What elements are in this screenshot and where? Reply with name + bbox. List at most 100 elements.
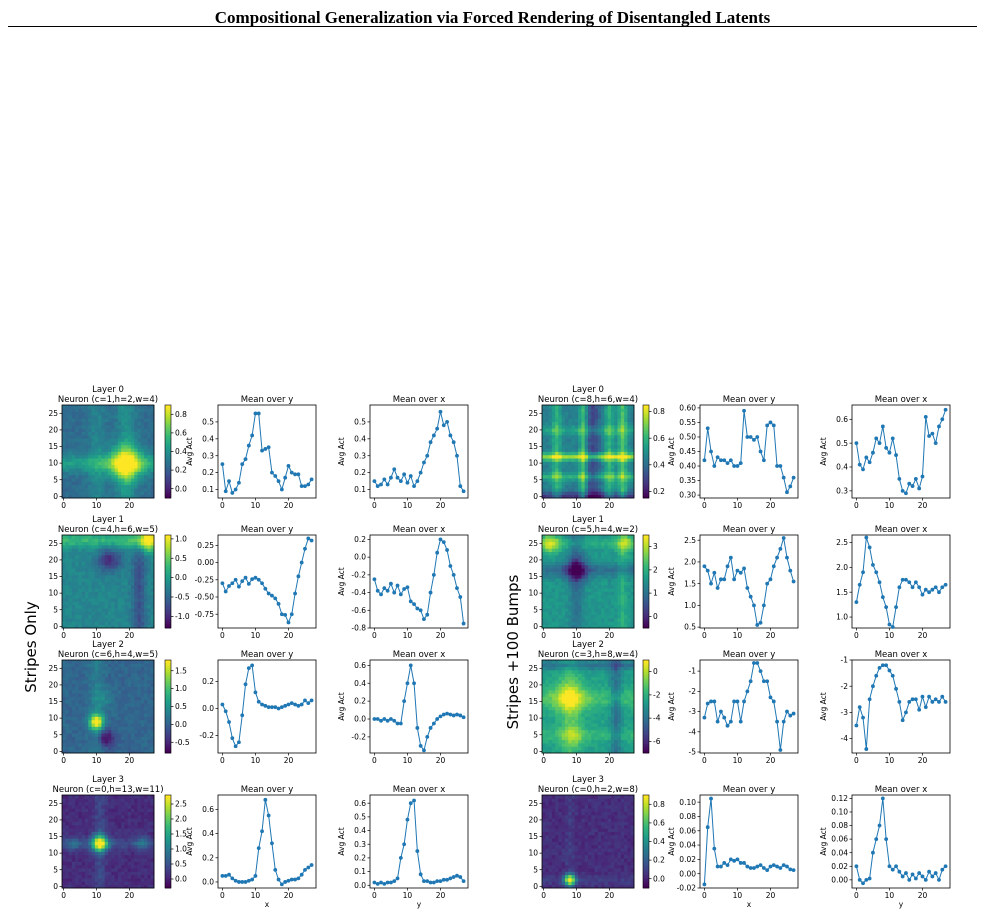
data-point [372,577,377,582]
heatmap-cell [114,478,119,482]
heatmap-ytick-label: 5 [53,475,58,484]
heatmap-cell [108,478,112,482]
heatmap-cell [131,578,135,582]
heatmap-cell [85,874,89,879]
heatmap-cell [555,494,559,499]
heatmap-cell [137,461,142,466]
heatmap-cell [71,864,76,869]
heatmap-cell [78,581,83,586]
heatmap-cell [614,441,618,446]
heatmap-cell [78,421,83,426]
heatmap-cell [98,696,102,701]
heatmap-cell [111,464,115,469]
heatmap-cell [85,584,89,589]
heatmap-cell [581,488,586,492]
heatmap-cell [147,438,152,442]
heatmap-cell [78,881,83,886]
heatmap-cell [101,468,106,472]
heatmap-cell [624,474,628,479]
heatmap-cell [147,746,152,751]
heatmap-cell [140,689,145,694]
heatmap-cell [134,828,138,832]
heatmap-cell [127,821,132,826]
heatmap-cell [131,878,135,882]
heatmap-cell [75,861,79,866]
group-0-row-0-heatmap-frame [61,404,155,499]
heatmap-cell [104,438,109,442]
heatmap-cell [597,418,602,423]
heatmap-cell [88,574,92,579]
heatmap-cell [124,588,129,592]
heatmap-cell [101,454,106,459]
heatmap-cell [555,544,559,549]
heatmap-cell [150,408,155,413]
heatmap-cell [71,448,76,452]
heatmap-cell [140,568,145,572]
heatmap-cell [127,604,132,609]
heatmap-cell [68,798,73,803]
heatmap-cell [140,719,145,724]
ytick-label: 0.45 [679,447,696,456]
heatmap-cell [85,444,89,449]
data-point [273,705,278,710]
data-point [725,461,730,466]
heatmap-cell [558,408,563,413]
heatmap-cell [620,461,625,466]
heatmap-cell [101,408,106,413]
heatmap-cell [117,451,122,456]
heatmap-cell [98,854,102,859]
heatmap-cell [134,878,138,882]
data-point [286,878,291,883]
heatmap-cell [114,824,119,829]
heatmap-cell [81,418,86,423]
heatmap-cell [124,851,129,856]
heatmap-cell [147,588,152,592]
heatmap-cell [117,798,122,803]
heatmap-cell [98,438,102,442]
heatmap-cell [104,804,109,809]
heatmap-cell [104,601,109,606]
heatmap-cell [88,709,92,714]
heatmap-xtick-label: 20 [125,501,135,510]
heatmap-cell [75,795,79,799]
group-0-row-0-colorbar: 0.00.20.40.60.8 [164,404,187,499]
data-point [758,449,763,454]
heatmap-cell [94,733,99,737]
colorbar-cell [165,708,171,712]
heatmap-cell [124,811,129,816]
heatmap-cell [101,444,106,449]
colorbar-cell [643,479,649,483]
heatmap-cell [150,798,155,803]
ytick-label: -0.6 [351,606,366,615]
heatmap-cell [65,858,69,862]
heatmap-cell [68,474,73,479]
heatmap-cell [91,488,96,492]
heatmap-cell [88,488,92,492]
heatmap-cell [111,568,115,572]
heatmap-cell [558,448,563,452]
heatmap-cell [71,821,76,826]
colorbar-cell [165,565,171,568]
heatmap-cell [62,814,66,819]
heatmap-cell [127,581,132,586]
heatmap-cell [150,478,155,482]
heatmap-cell [62,594,66,599]
page-title: Compositional Generalization via Forced … [214,8,771,27]
heatmap-cell [558,618,563,622]
heatmap-cell [104,749,109,754]
heatmap-cell [150,660,155,664]
heatmap-cell [548,624,553,629]
heatmap-cell [71,621,76,626]
heatmap-cell [620,481,625,486]
heatmap-cell [584,451,589,456]
heatmap-cell [71,564,76,569]
xtick-label: 20 [284,501,294,510]
heatmap-cell [101,686,106,691]
heatmap-cell [71,871,76,876]
heatmap-cell [150,604,155,609]
heatmap-cell [85,438,89,442]
heatmap-cell [98,564,102,569]
heatmap-cell [627,481,632,486]
heatmap-cell [611,418,615,423]
heatmap-cell [617,418,622,423]
